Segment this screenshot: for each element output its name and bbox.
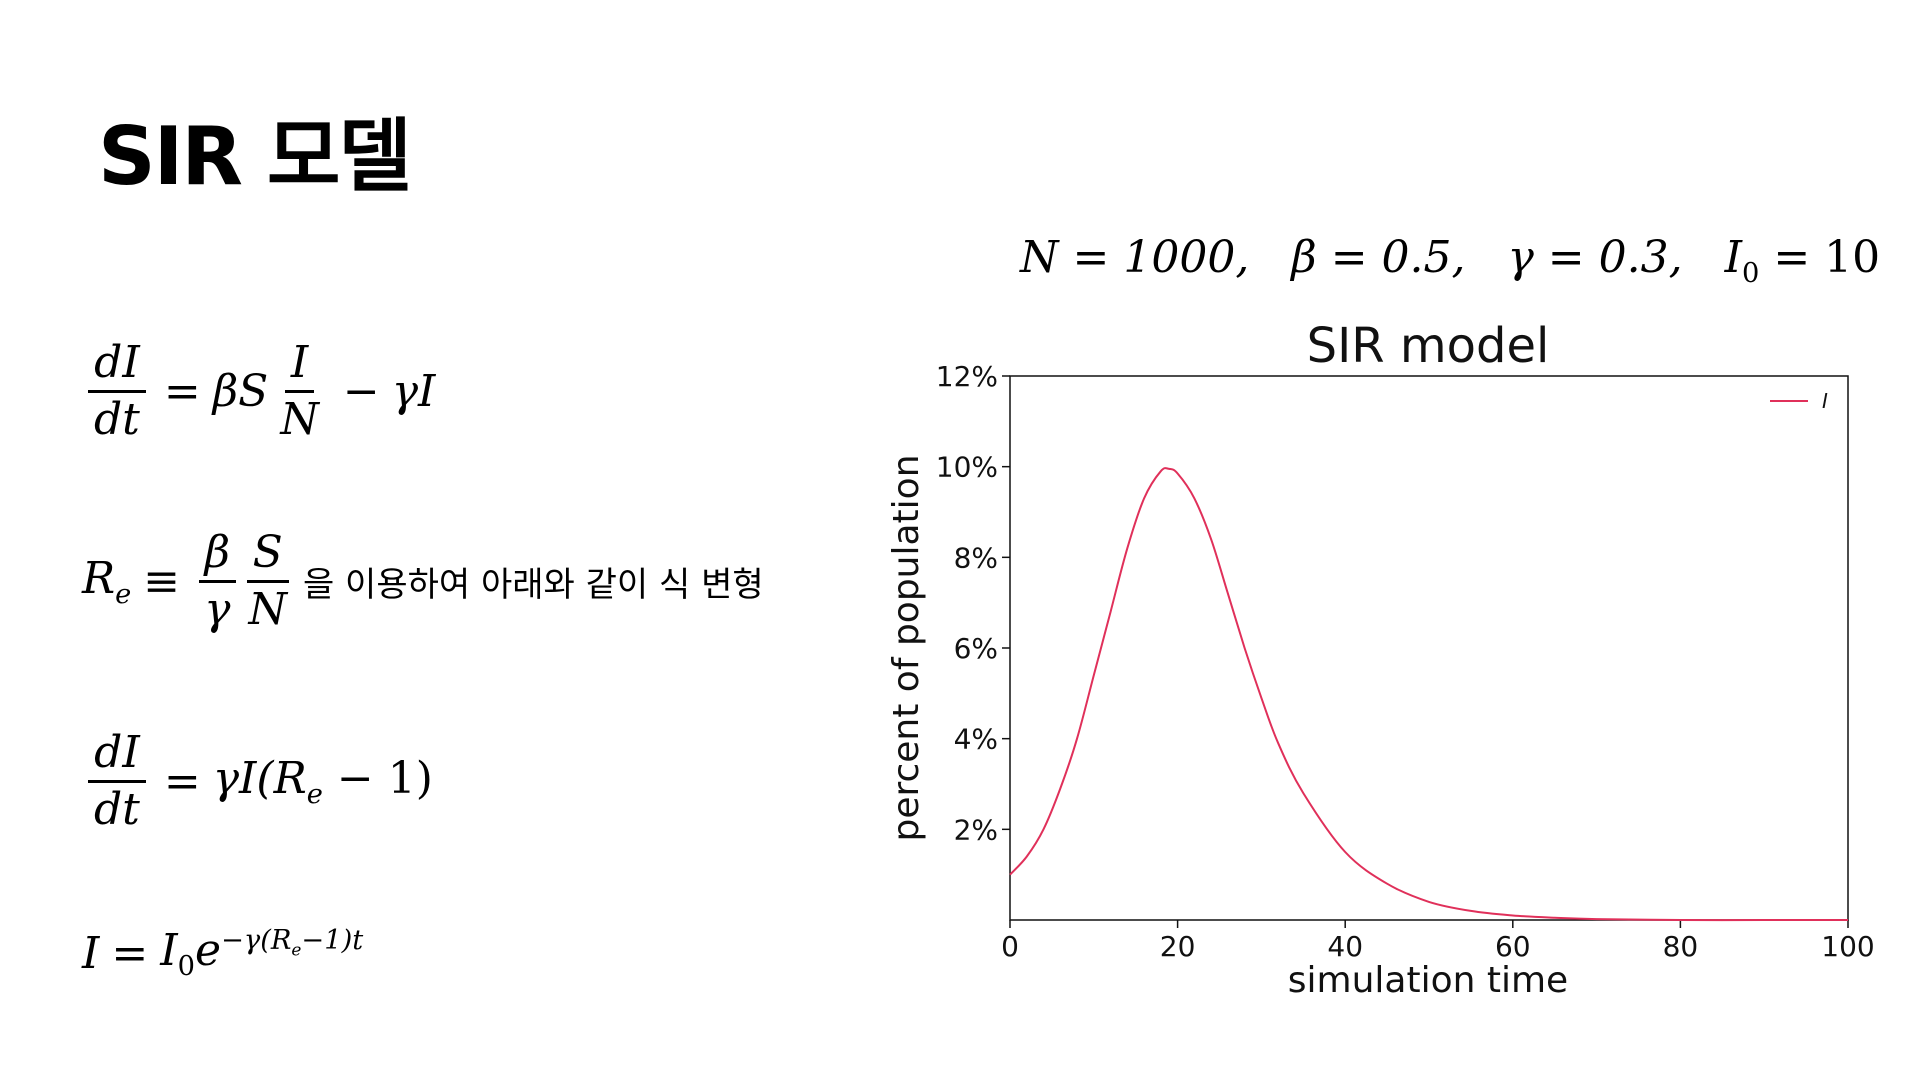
term-beta-s: βS — [212, 366, 269, 418]
fraction-di-dt: dI dt — [88, 729, 146, 836]
re-symbol: Re — [82, 553, 132, 611]
equation-i-solution: I = I0e−γ(Re−1)t — [82, 925, 363, 982]
y-tick-label: 6% — [954, 632, 998, 665]
y-tick-label: 4% — [954, 723, 998, 756]
term-gamma-i: γI — [391, 366, 436, 418]
fraction-denominator: N — [248, 584, 287, 636]
x-axis-label: simulation time — [1288, 960, 1568, 1001]
x-tick-label: 40 — [1327, 930, 1363, 963]
fraction-denominator: dt — [94, 784, 140, 836]
re-subscript: e — [291, 939, 302, 960]
plot-frame — [1009, 375, 1849, 921]
fraction-i-over-n: I N — [274, 339, 325, 446]
x-tick-label: 0 — [1001, 930, 1019, 963]
param-beta: β = 0.5, — [1291, 232, 1466, 283]
re-subscript: e — [115, 579, 132, 611]
x-tick-label: 20 — [1160, 930, 1196, 963]
fraction-numerator: dI — [88, 339, 146, 394]
i0-subscript: 0 — [177, 950, 196, 982]
fraction-denominator: N — [280, 394, 319, 446]
x-tick-label: 60 — [1495, 930, 1531, 963]
series-line-I — [1009, 467, 1848, 922]
minus-sign: − — [342, 366, 380, 418]
legend-label: I — [1822, 389, 1828, 413]
param-n: N = 1000, — [1020, 232, 1250, 283]
fraction-di-dt: dI dt — [88, 339, 146, 446]
equation-note: 을 이용하여 아래와 같이 식 변형 — [302, 565, 764, 606]
fraction-beta-gamma: β γ — [198, 529, 237, 636]
fraction-numerator: S — [246, 529, 289, 584]
x-tick-label: 100 — [1821, 930, 1874, 963]
term-gamma-i-re: γI(Re − 1) — [212, 753, 433, 811]
i-symbol: I — [82, 927, 100, 979]
equiv-sign: ≡ — [143, 556, 181, 608]
fraction-numerator: dI — [88, 729, 146, 784]
x-tick-label: 80 — [1663, 930, 1699, 963]
y-tick-label: 2% — [954, 813, 998, 846]
term-i0-exp: I0e−γ(Re−1)t — [160, 925, 364, 982]
parameter-line: N = 1000, β = 0.5, γ = 0.3, I0 = 10 — [1020, 232, 1880, 289]
equals-sign: = — [163, 756, 201, 808]
fraction-numerator: β — [198, 529, 237, 584]
chart-title: SIR model — [1307, 318, 1550, 374]
equals-sign: = — [111, 927, 149, 979]
fraction-s-over-n: S N — [242, 529, 293, 636]
y-tick-label: 12% — [936, 360, 998, 393]
equals-sign: = — [163, 366, 201, 418]
equation-di-dt-re: dI dt = γI(Re − 1) — [82, 729, 433, 836]
x-axis: 0 20 40 60 80 100 — [1001, 920, 1875, 963]
exponent: −γ(Re−1)t — [221, 925, 364, 960]
y-tick-label: 8% — [954, 541, 998, 574]
param-gamma: γ = 0.3, — [1507, 232, 1683, 283]
equation-di-dt: dI dt = βS I N − γI — [82, 339, 436, 446]
y-axis: 2% 4% 6% 8% 10% 12% — [936, 360, 1010, 846]
fraction-denominator: dt — [94, 394, 140, 446]
y-axis-label: percent of population — [886, 454, 927, 841]
equation-re-definition: Re ≡ β γ S N 을 이용하여 아래와 같이 식 변형 — [82, 529, 764, 636]
fraction-denominator: γ — [204, 584, 231, 636]
series-layer — [1009, 467, 1848, 922]
slide-title: SIR 모델 — [98, 110, 412, 203]
y-tick-label: 10% — [936, 451, 998, 484]
legend: I — [1770, 389, 1828, 413]
param-i0: I0 = 10 — [1724, 232, 1881, 289]
fraction-numerator: I — [284, 339, 315, 394]
re-subscript: e — [306, 779, 323, 811]
